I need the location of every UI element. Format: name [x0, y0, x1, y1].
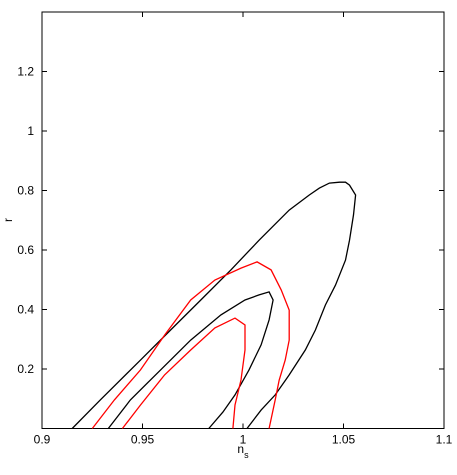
y-axis-label: r	[1, 218, 15, 222]
x-axis-label: ns	[237, 442, 249, 460]
contour-line	[91, 261, 290, 429]
y-tick-label: 0.6	[17, 243, 34, 257]
y-tick-label: 1	[27, 124, 34, 138]
x-tick-label: 0.9	[34, 433, 51, 447]
y-tick-label: 0.4	[17, 303, 34, 317]
y-tick-label: 0.2	[17, 362, 34, 376]
y-tick-label: 1.2	[17, 65, 34, 79]
x-tick-label: 1.05	[332, 433, 356, 447]
x-tick-label: 1	[240, 433, 247, 447]
x-tick-label: 1.1	[436, 433, 453, 447]
contour-line	[71, 181, 357, 429]
x-tick-label: 0.95	[131, 433, 155, 447]
y-tick-label: 0.8	[17, 184, 34, 198]
contour-line	[121, 317, 246, 429]
contour-line	[107, 291, 274, 429]
